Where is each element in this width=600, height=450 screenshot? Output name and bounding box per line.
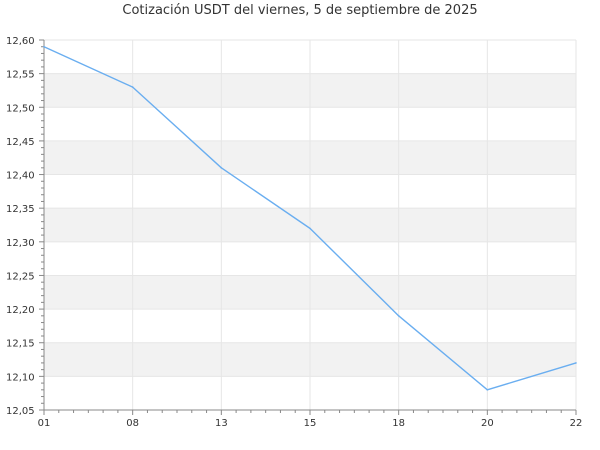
y-tick-label: 12,55 xyxy=(6,70,35,81)
y-tick-label: 12,15 xyxy=(6,339,35,350)
x-tick-label: 15 xyxy=(304,418,317,429)
data-point xyxy=(397,315,400,317)
data-point xyxy=(486,389,489,391)
x-tick-label: 13 xyxy=(215,418,228,429)
y-tick-label: 12,50 xyxy=(6,103,35,114)
data-point xyxy=(575,362,577,364)
y-tick-label: 12,60 xyxy=(6,36,35,47)
y-tick-label: 12,45 xyxy=(6,137,35,148)
y-tick-label: 12,10 xyxy=(6,372,35,383)
y-tick-label: 12,35 xyxy=(6,204,35,215)
x-tick-label: 20 xyxy=(481,418,494,429)
y-tick-label: 12,20 xyxy=(6,305,35,316)
y-tick-label: 12,30 xyxy=(6,238,35,249)
data-point xyxy=(43,45,45,48)
x-tick-label: 08 xyxy=(126,418,139,429)
data-point xyxy=(220,167,223,169)
y-tick-label: 12,25 xyxy=(6,271,35,282)
data-point xyxy=(309,227,311,230)
chart-title: Cotización USDT del viernes, 5 de septie… xyxy=(122,3,478,18)
y-tick-label: 12,05 xyxy=(6,406,35,417)
x-tick-label: 01 xyxy=(38,418,51,429)
x-tick-label: 18 xyxy=(392,418,405,429)
y-tick-label: 12,40 xyxy=(6,171,35,182)
x-tick-label: 22 xyxy=(570,418,583,429)
data-point xyxy=(131,86,134,88)
